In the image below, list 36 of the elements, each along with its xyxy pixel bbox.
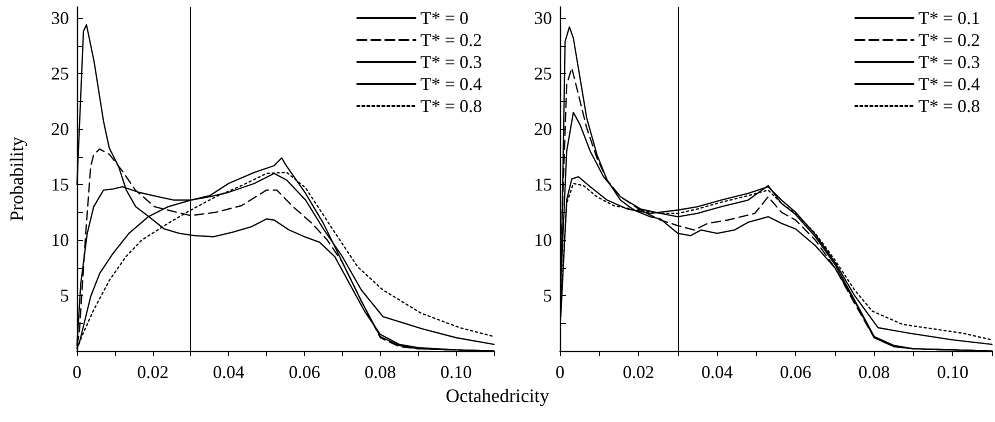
y-tick-label: 20 — [534, 119, 552, 140]
legend-label: T* = 0 — [420, 8, 469, 28]
x-tick-label: 0 — [556, 362, 564, 382]
y-tick-label: 25 — [534, 64, 552, 84]
x-tick-label: 0.06 — [288, 362, 320, 382]
legend-label: T* = 0.3 — [420, 52, 482, 72]
x-tick-label: 0.02 — [622, 362, 654, 382]
legend-label: T* = 0.2 — [918, 30, 980, 50]
x-tick-label: 0 — [72, 362, 82, 382]
y-tick-label: 10 — [51, 230, 69, 250]
y-tick-label: 15 — [51, 174, 69, 195]
x-tick-label: 0.06 — [780, 362, 812, 382]
x-tick-label: 0.04 — [212, 362, 244, 382]
y-tick-label: 10 — [534, 230, 552, 250]
y-tick-label: 30 — [534, 8, 552, 28]
x-tick-label: 0.04 — [701, 362, 733, 382]
y-tick-label: 25 — [51, 64, 69, 84]
legend-label: T* = 0.2 — [420, 30, 482, 50]
legend-label: T* = 0.8 — [420, 96, 482, 116]
x-tick-label: 0.02 — [137, 362, 169, 382]
y-tick-label: 30 — [51, 8, 69, 28]
x-axis-title: Octahedricity — [444, 386, 550, 408]
y-tick-label: 20 — [51, 119, 69, 140]
x-tick-label: 0.08 — [364, 362, 396, 382]
x-tick-label: 0.08 — [858, 362, 890, 382]
y-axis-title: Probability — [7, 136, 28, 222]
y-tick-label: 5 — [60, 286, 69, 306]
x-tick-label: 0.10 — [936, 362, 968, 382]
legend-label: T* = 0.1 — [918, 8, 980, 28]
legend-label: T* = 0.4 — [918, 74, 980, 94]
x-tick-label: 0.10 — [440, 362, 472, 382]
y-tick-label: 5 — [543, 286, 552, 306]
legend-label: T* = 0.8 — [918, 96, 980, 116]
y-tick-label: 15 — [534, 174, 552, 195]
legend-label: T* = 0.3 — [918, 52, 980, 72]
legend-label: T* = 0.4 — [420, 74, 482, 94]
